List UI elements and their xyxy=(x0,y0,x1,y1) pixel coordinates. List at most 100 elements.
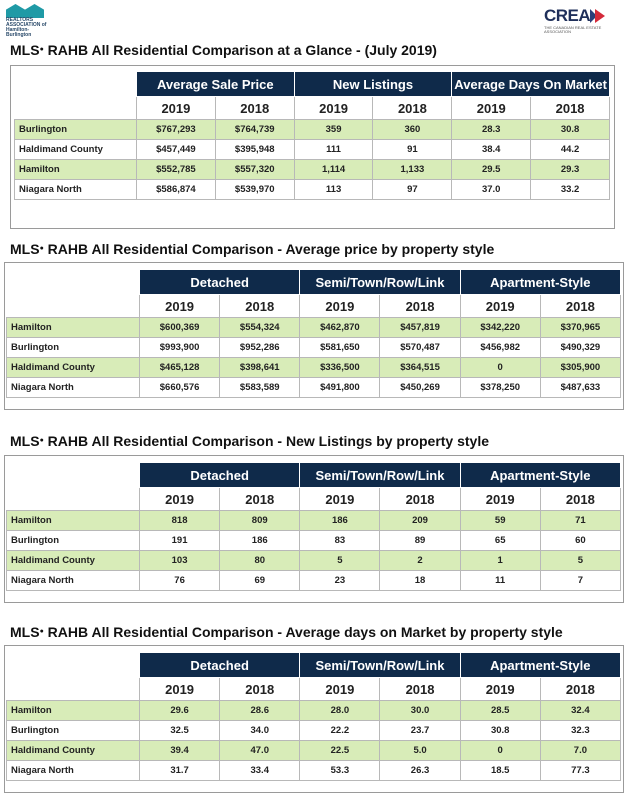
table-cell: $370,965 xyxy=(539,317,622,338)
table-cell: $581,650 xyxy=(299,337,381,358)
table-row: Burlington 32.5 34.0 22.2 23.7 30.8 32.3 xyxy=(6,720,622,741)
year-header: 2018 xyxy=(530,96,610,120)
table-corner xyxy=(7,653,140,678)
crea-logo: CREA THE CANADIAN REAL ESTATE ASSOCIATIO… xyxy=(544,6,608,36)
rooftop-icon xyxy=(6,4,44,18)
table-cell: $952,286 xyxy=(219,337,301,358)
page-header: REALTORS ASSOCIATION of Hamilton-Burling… xyxy=(0,0,630,40)
table-corner xyxy=(15,97,137,120)
group-header: Average Days On Market xyxy=(451,71,610,97)
year-header: 2018 xyxy=(214,96,295,120)
year-header: 2018 xyxy=(379,294,461,318)
row-label: Hamilton xyxy=(6,510,140,531)
table-cell: 31.7 xyxy=(138,760,221,781)
table-row: Niagara North 76 69 23 18 11 7 xyxy=(6,570,622,591)
row-label: Hamilton xyxy=(14,159,137,180)
table-row: Haldimand County 103 80 5 2 1 5 xyxy=(6,550,622,571)
table-row: Hamilton $552,785 $557,320 1,114 1,133 29.5 29… xyxy=(14,159,610,180)
table-cell: 65 xyxy=(459,530,541,551)
row-label: Burlington xyxy=(6,720,140,741)
table-cell: $336,500 xyxy=(299,357,381,378)
table-cell: 29.3 xyxy=(530,159,610,180)
table-cell: $364,515 xyxy=(379,357,461,378)
table-cell: 30.0 xyxy=(379,700,461,721)
table-row: Burlington $993,900 $952,286 $581,650 $570,4… xyxy=(6,337,622,358)
table-cell: 2 xyxy=(379,550,461,571)
table-row: Haldimand County 39.4 47.0 22.5 5.0 0 7.0 xyxy=(6,740,622,761)
table-cell: $552,785 xyxy=(136,159,216,180)
table-cell: 26.3 xyxy=(379,760,461,781)
table-cell: 28.3 xyxy=(451,119,532,140)
row-label: Haldimand County xyxy=(6,550,140,571)
title-mls: MLS xyxy=(10,42,40,58)
table-cell: 22.5 xyxy=(299,740,381,761)
table-row: Burlington $767,293 $764,739 359 360 28.3 30.8 xyxy=(14,119,610,140)
table-cell: 89 xyxy=(379,530,461,551)
year-header: 2019 xyxy=(299,294,381,318)
table-cell: 32.4 xyxy=(539,700,622,721)
table-corner xyxy=(15,72,137,97)
year-header: 2018 xyxy=(379,677,461,701)
table-corner xyxy=(7,295,140,318)
row-label: Niagara North xyxy=(6,570,140,591)
table-new-listings: Detached Semi/Town/Row/Link Apartment-Styl… xyxy=(6,462,622,591)
title-mls: MLS xyxy=(10,241,40,257)
table-row: Hamilton $600,369 $554,324 $462,870 $457,819… xyxy=(6,317,622,338)
table-cell: 7 xyxy=(539,570,622,591)
registered-icon: ● xyxy=(39,245,44,252)
table-cell: 59 xyxy=(459,510,541,531)
table-cell: 23 xyxy=(299,570,381,591)
table-cell: $378,250 xyxy=(459,377,541,398)
table-corner xyxy=(7,270,140,295)
table-cell: $554,324 xyxy=(219,317,301,338)
table-cell: 32.3 xyxy=(539,720,622,741)
table-cell: 0 xyxy=(459,357,541,378)
table-cell: $600,369 xyxy=(138,317,221,338)
table-corner xyxy=(7,678,140,701)
table-row: Hamilton 818 809 186 209 59 71 xyxy=(6,510,622,531)
table-cell: $398,641 xyxy=(219,357,301,378)
year-header: 2019 xyxy=(138,677,221,701)
table-cell: 29.5 xyxy=(451,159,532,180)
table-cell: $557,320 xyxy=(214,159,295,180)
table-cell: $583,589 xyxy=(219,377,301,398)
crea-logo-subtext: THE CANADIAN REAL ESTATE ASSOCIATION xyxy=(544,25,602,34)
table-cell: $465,128 xyxy=(138,357,221,378)
table-cell: $660,576 xyxy=(138,377,221,398)
table-cell: $457,449 xyxy=(136,139,216,160)
year-header: 2018 xyxy=(219,677,301,701)
table-cell: $456,982 xyxy=(459,337,541,358)
table-cell: 29.6 xyxy=(138,700,221,721)
title-text: RAHB All Residential Comparison - New Li… xyxy=(43,433,490,449)
group-header: Detached xyxy=(138,269,301,295)
table-cell: 359 xyxy=(293,119,374,140)
year-header: 2018 xyxy=(539,677,622,701)
table-cell: $491,800 xyxy=(299,377,381,398)
row-label: Haldimand County xyxy=(6,740,140,761)
year-header: 2019 xyxy=(459,677,541,701)
table-cell: $490,329 xyxy=(539,337,622,358)
table-row: Niagara North $660,576 $583,589 $491,800 $45… xyxy=(6,377,622,398)
year-header: 2018 xyxy=(219,294,301,318)
row-label: Niagara North xyxy=(14,179,137,200)
row-label: Burlington xyxy=(6,337,140,358)
year-header: 2019 xyxy=(138,487,221,511)
table-cell: $539,970 xyxy=(214,179,295,200)
table-frame-new-listings xyxy=(4,455,624,603)
table-corner xyxy=(7,463,140,488)
table-cell: 1,133 xyxy=(372,159,453,180)
table-cell: $450,269 xyxy=(379,377,461,398)
table-cell: 33.2 xyxy=(530,179,610,200)
table-cell: $342,220 xyxy=(459,317,541,338)
table-frame-glance xyxy=(10,65,615,229)
table-cell: 97 xyxy=(372,179,453,200)
crea-logo-text: CREA xyxy=(544,6,591,25)
year-header: 2019 xyxy=(459,487,541,511)
section-title-new-listings: MLS● RAHB All Residential Comparison - N… xyxy=(10,433,489,449)
table-cell: 22.2 xyxy=(299,720,381,741)
table-cell: 360 xyxy=(372,119,453,140)
table-cell: 38.4 xyxy=(451,139,532,160)
table-cell: 11 xyxy=(459,570,541,591)
year-header: 2018 xyxy=(372,96,453,120)
table-cell: 18 xyxy=(379,570,461,591)
